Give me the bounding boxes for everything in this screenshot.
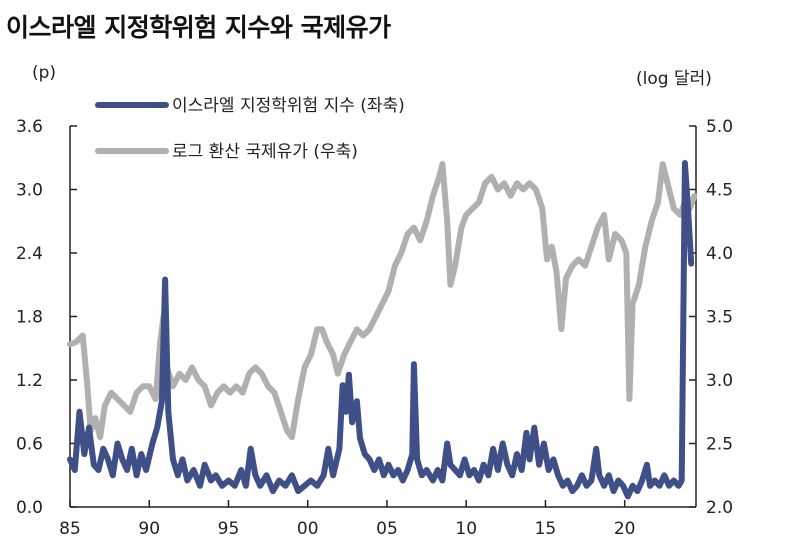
right-tick-label: 4.5 — [706, 181, 733, 201]
left-tick-label: 3.6 — [16, 117, 43, 137]
x-tick-label: 15 — [535, 519, 557, 539]
risk-index-line — [67, 160, 695, 500]
axis-ticks: 0.0 0.6 1.2 1.8 2.4 3.0 3.6 2.0 2.5 3.0 3.5 4.0 4.5 5… — [16, 117, 733, 539]
legend: 이스라엘 지정학위험 지수 (좌축) 로그 환산 국제유가 (우축) — [95, 96, 405, 162]
right-tick-label: 3.5 — [706, 308, 733, 328]
left-tick-label: 0.6 — [16, 435, 43, 455]
left-axis-unit: (p) — [32, 63, 56, 83]
chart-title: 이스라엘 지정학위험 지수와 국제유가 — [6, 13, 391, 42]
right-tick-label: 2.0 — [706, 498, 733, 518]
x-tick-label: 10 — [455, 519, 477, 539]
left-tick-label: 1.8 — [16, 308, 43, 328]
right-tick-label: 2.5 — [706, 435, 733, 455]
right-axis-unit: (log 달러) — [636, 69, 712, 89]
left-tick-label: 0.0 — [16, 498, 43, 518]
right-tick-label: 5.0 — [706, 117, 733, 137]
legend-label-risk-index: 이스라엘 지정학위험 지수 (좌축) — [172, 96, 405, 116]
x-tick-label: 20 — [614, 519, 636, 539]
left-tick-label: 1.2 — [16, 371, 43, 391]
x-tick-label: 00 — [297, 519, 319, 539]
legend-label-oil-price: 로그 환산 국제유가 (우축) — [172, 142, 358, 162]
x-tick-label: 95 — [218, 519, 240, 539]
x-tick-label: 85 — [59, 519, 81, 539]
series-lines — [67, 160, 698, 500]
left-tick-label: 3.0 — [16, 181, 43, 201]
left-tick-label: 2.4 — [16, 244, 43, 264]
right-tick-label: 4.0 — [706, 244, 733, 264]
x-tick-label: 90 — [138, 519, 160, 539]
right-tick-label: 3.0 — [706, 371, 733, 391]
x-tick-label: 05 — [376, 519, 398, 539]
